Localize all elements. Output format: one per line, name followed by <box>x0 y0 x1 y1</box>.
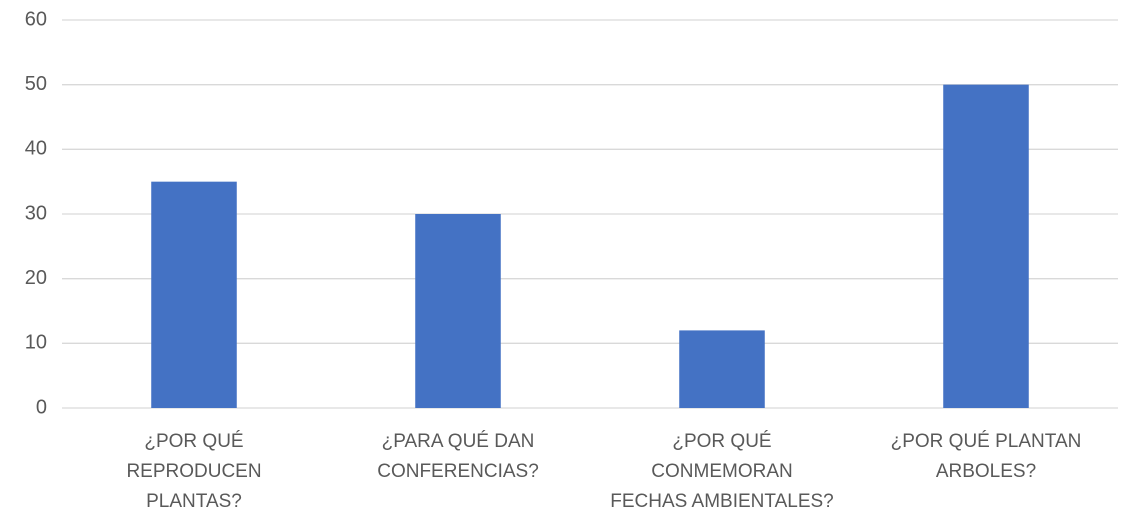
bar <box>679 330 765 408</box>
y-tick-label: 60 <box>25 8 47 30</box>
y-tick-label: 10 <box>25 332 47 354</box>
bar <box>151 181 237 408</box>
y-tick-label: 50 <box>25 73 47 95</box>
y-tick-label: 20 <box>25 267 47 289</box>
x-tick-label: ¿PARA QUÉ DAN CONFERENCIAS? <box>377 431 539 482</box>
y-tick-label: 30 <box>25 202 47 224</box>
y-tick-label: 0 <box>36 396 47 418</box>
x-tick-label: ¿POR QUÉ PLANTAN ARBOLES? <box>890 431 1082 482</box>
bar <box>415 214 501 408</box>
x-tick-label: ¿POR QUÉ CONMEMORAN FECHAS AMBIENTALES? <box>610 431 834 512</box>
bar <box>943 84 1029 409</box>
x-tick-label: ¿POR QUÉ REPRODUCEN PLANTAS? <box>126 431 262 512</box>
y-tick-label: 40 <box>25 138 47 160</box>
